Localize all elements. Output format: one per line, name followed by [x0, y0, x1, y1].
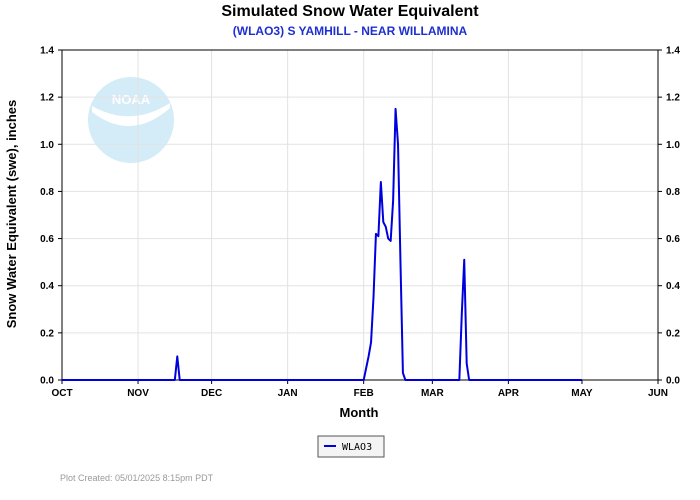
legend: WLAO3: [317, 435, 385, 458]
legend-box: [317, 435, 385, 458]
y-tick-label-right: 1.4: [666, 46, 680, 57]
y-tick-label-right: 0.0: [666, 376, 680, 387]
x-tick-label: APR: [498, 388, 520, 399]
legend-label: WLAO3: [342, 442, 372, 453]
x-tick-label: MAY: [571, 388, 593, 399]
grid-lines: [62, 50, 658, 380]
x-tick-label: JAN: [278, 388, 298, 399]
y-tick-label-left: 1.4: [40, 46, 54, 57]
y-tick-label-left: 1.2: [40, 93, 54, 104]
y-tick-label-right: 1.2: [666, 93, 680, 104]
noaa-logo: NOAA: [88, 77, 174, 163]
x-tick-label: DEC: [201, 388, 222, 399]
y-tick-label-right: 0.8: [666, 187, 680, 198]
y-axis-label: Snow Water Equivalent (swe), inches: [4, 100, 19, 329]
y-tick-label-right: 0.2: [666, 328, 680, 339]
series-lines: [62, 107, 582, 381]
plot-created-footer: Plot Created: 05/01/2025 8:15pm PDT: [60, 473, 214, 483]
x-tick-label: FEB: [354, 388, 374, 399]
y-tick-label-right: 0.4: [666, 281, 680, 292]
y-tick-label-left: 0.6: [40, 234, 54, 245]
x-tick-label: OCT: [51, 388, 72, 399]
noaa-logo-text: NOAA: [112, 92, 151, 107]
y-tick-label-right: 0.6: [666, 234, 680, 245]
x-tick-label: JUN: [648, 388, 668, 399]
chart-subtitle: (WLAO3) S YAMHILL - NEAR WILLAMINA: [233, 24, 468, 38]
y-tick-label-left: 0.0: [40, 376, 54, 387]
y-tick-label-left: 0.8: [40, 187, 54, 198]
y-tick-label-right: 1.0: [666, 140, 680, 151]
x-axis-label: Month: [340, 405, 379, 420]
series-line-wlao3: [62, 107, 582, 381]
y-tick-label-left: 0.4: [40, 281, 54, 292]
x-tick-label: NOV: [127, 388, 149, 399]
noaa-logo-bird: [92, 103, 170, 127]
y-tick-label-left: 1.0: [40, 140, 54, 151]
y-tick-label-left: 0.2: [40, 328, 54, 339]
x-tick-label: MAR: [421, 388, 445, 399]
chart-title: Simulated Snow Water Equivalent: [221, 3, 479, 20]
axis-ticks: 0.0 0.0 0.2 0.2 0.4 0.4 0.6 0.6 0.8 0.8 1.0 1.0 1.2 1…: [40, 46, 680, 400]
